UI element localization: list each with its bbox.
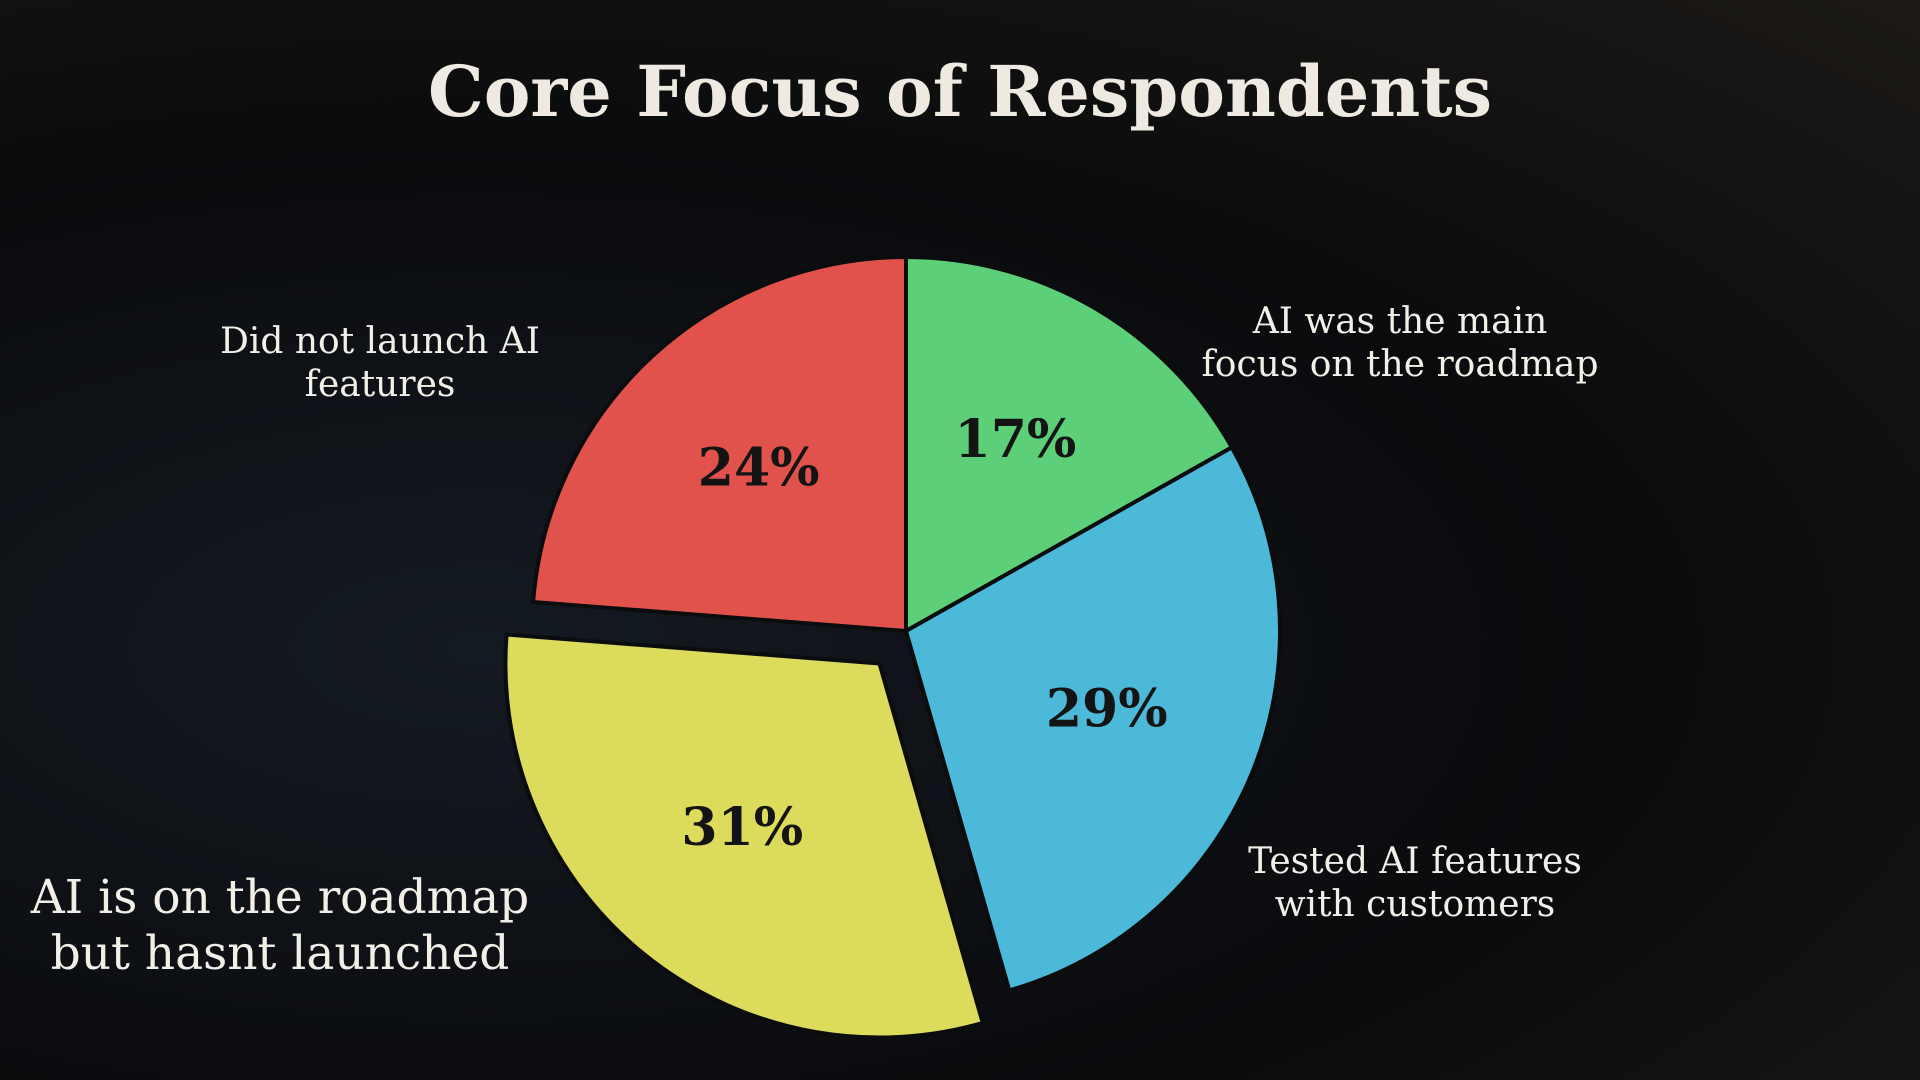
pie-slice [503, 632, 986, 1040]
value-label: 17% [955, 409, 1077, 470]
chart-title: Core Focus of Respondents [428, 50, 1492, 133]
slice-label: AI was the main focus on the roadmap [1201, 301, 1599, 386]
pie-slice [903, 444, 1282, 993]
value-label: 24% [698, 437, 820, 498]
slice-label: Tested AI features with customers [1248, 841, 1582, 926]
pie-slice [904, 254, 1235, 635]
pie-slice [530, 254, 908, 634]
value-label: 29% [1046, 679, 1168, 740]
slice-label: Did not launch AI features [220, 321, 540, 406]
value-label: 31% [681, 797, 803, 858]
slice-label: AI is on the roadmap but hasnt launched [30, 870, 530, 982]
